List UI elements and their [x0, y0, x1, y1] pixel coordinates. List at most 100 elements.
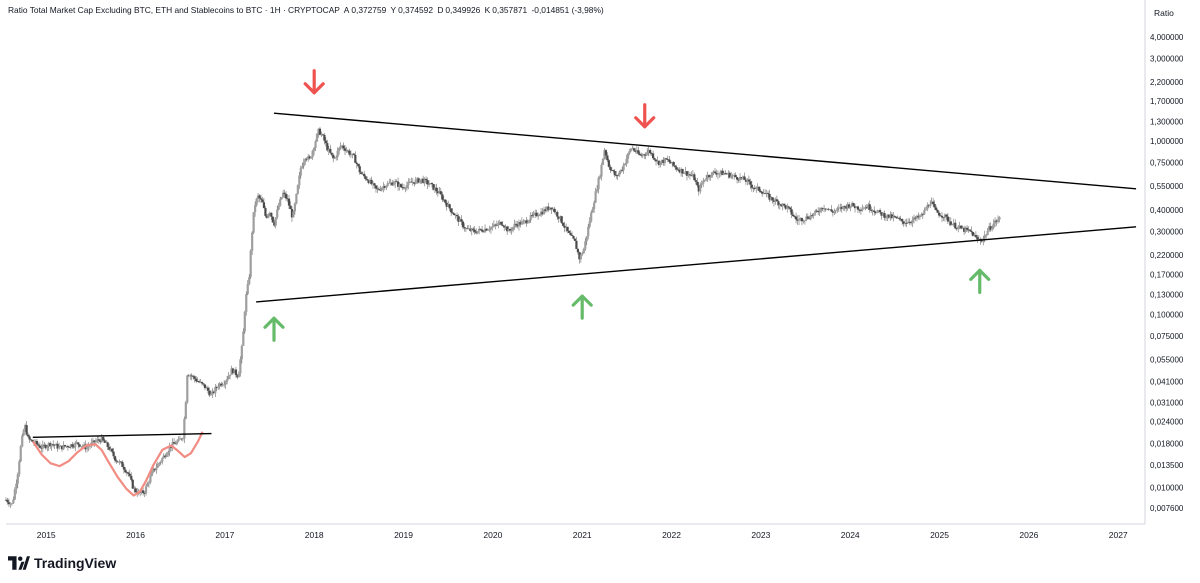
candle-down: [111, 448, 114, 452]
candle-down: [567, 231, 571, 233]
candle-up: [249, 250, 252, 278]
candle-down: [758, 186, 761, 191]
candle-up: [12, 499, 15, 504]
candle-down: [681, 168, 684, 174]
symbol-title[interactable]: Ratio Total Market Cap Excluding BTC, ET…: [8, 5, 340, 15]
candle-up: [380, 187, 383, 191]
candle-down: [289, 205, 292, 210]
candle-down: [845, 206, 848, 209]
candle-down: [212, 391, 215, 394]
candle-up: [105, 442, 108, 444]
candle-up: [223, 384, 226, 386]
y-tick-label: 0,010000: [1150, 484, 1184, 493]
candle-up: [996, 219, 1000, 222]
candle-down: [672, 161, 675, 166]
candle-down: [965, 227, 969, 230]
candle-down: [668, 159, 671, 162]
price-scale[interactable]: 4,000000 3,000000 2,200000 1,700000 1,300000…: [1150, 33, 1184, 513]
candle-up: [918, 215, 921, 218]
candle-down: [108, 447, 111, 450]
candle-up: [47, 443, 50, 447]
candle-up: [156, 464, 159, 468]
candle-down: [153, 468, 156, 471]
candle-up: [906, 221, 910, 224]
candle-down: [821, 207, 824, 210]
candle-up: [293, 203, 297, 212]
candle-up: [181, 438, 184, 440]
candle-up: [75, 442, 78, 444]
candle-down: [550, 207, 553, 210]
candle-down: [441, 194, 444, 200]
candle-down: [130, 475, 133, 480]
candle-down: [196, 381, 199, 382]
candle-up: [716, 173, 720, 175]
candle-up: [809, 214, 812, 219]
tradingview-branding[interactable]: TradingView: [8, 555, 116, 571]
candle-down: [713, 171, 717, 173]
candle-down: [259, 198, 263, 200]
candle-down: [792, 214, 795, 217]
candle-up: [414, 179, 417, 184]
close-value: 0,357871: [492, 5, 528, 15]
candle-up: [993, 220, 997, 224]
candle-down: [473, 229, 476, 233]
candle-up: [623, 163, 627, 166]
candle-down: [697, 185, 700, 192]
candle-down: [417, 178, 420, 183]
candle-down: [715, 172, 718, 175]
candle-down: [535, 212, 538, 216]
candle-up: [884, 217, 888, 219]
candle-up: [371, 183, 375, 185]
candle-down: [772, 200, 776, 202]
candle-up: [218, 383, 221, 387]
y-tick-label: 1,000000: [1150, 137, 1184, 146]
candle-up: [15, 483, 18, 490]
candle-up: [520, 221, 523, 225]
candle-down: [116, 461, 120, 463]
candle-down: [927, 205, 930, 207]
candle-up: [805, 216, 808, 221]
candle-down: [321, 134, 325, 136]
candle-up: [594, 191, 597, 203]
time-scale[interactable]: 2015 2016 2017 2018 2019 2020 2021 2022 2023 2024…: [37, 530, 1128, 540]
candle-up: [189, 375, 192, 377]
candle-down: [460, 219, 463, 222]
candle-up: [317, 128, 320, 134]
candle-up: [276, 209, 279, 218]
candle-down: [200, 381, 204, 384]
candle-down: [271, 216, 274, 223]
candle-down: [187, 375, 190, 377]
candle-up: [526, 222, 529, 224]
legend-header[interactable]: Ratio Total Market Cap Excluding BTC, ET…: [8, 5, 606, 15]
candle-up: [833, 211, 836, 213]
candle-up: [464, 228, 467, 230]
candle-down: [815, 210, 818, 212]
candle-up: [292, 211, 295, 218]
candle-up: [100, 437, 103, 443]
candle-down: [747, 179, 750, 182]
candle-down: [501, 224, 504, 226]
candle-down: [883, 213, 886, 218]
candle-down: [332, 154, 335, 159]
candle-down: [649, 150, 652, 154]
candle-up: [542, 209, 546, 215]
candle-down: [77, 442, 80, 445]
candle-down: [131, 479, 134, 489]
candle-up: [755, 187, 758, 189]
candle-down: [445, 202, 448, 207]
scale-mode-label[interactable]: Ratio: [1154, 8, 1174, 18]
candle-down: [784, 205, 787, 209]
candle-down: [330, 152, 333, 155]
candle-down: [662, 159, 665, 164]
candle-up: [311, 150, 314, 158]
candle-up: [828, 209, 832, 211]
candle-down: [56, 443, 59, 449]
candle-down: [874, 212, 877, 214]
candle-up: [361, 173, 364, 175]
candle-up: [227, 375, 230, 380]
candle-up: [312, 148, 316, 151]
candle-up: [822, 208, 826, 210]
candle-up: [861, 208, 864, 211]
